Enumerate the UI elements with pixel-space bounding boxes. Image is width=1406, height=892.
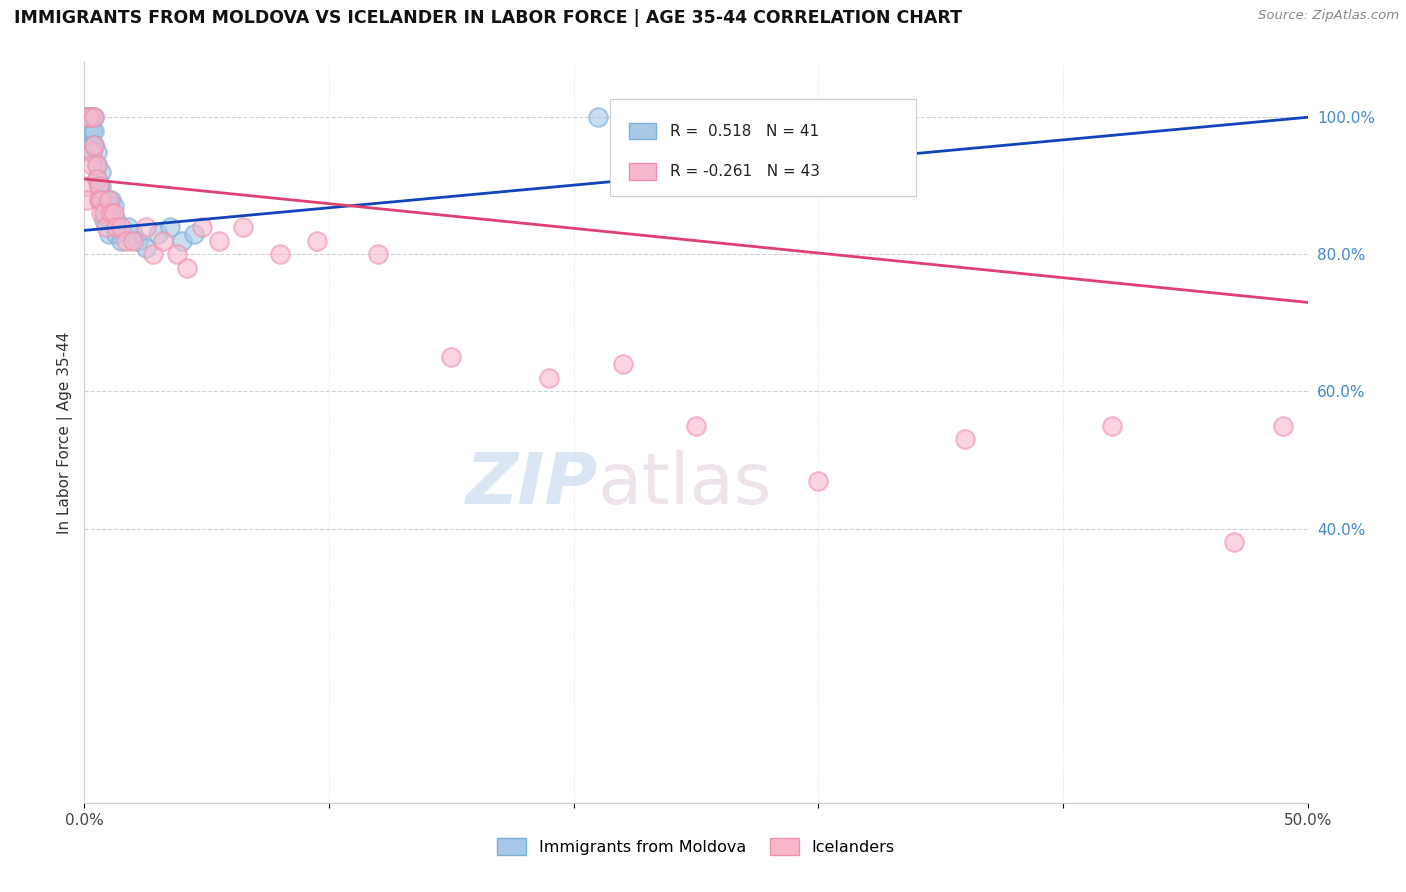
Point: [76, 110, 98, 124]
Point: [183, 227, 205, 241]
Point: [115, 234, 138, 248]
Point: [538, 371, 561, 385]
Point: [77, 110, 100, 124]
Point: [97, 199, 120, 213]
Point: [80, 110, 103, 124]
Point: [90, 165, 112, 179]
Text: IMMIGRANTS FROM MOLDOVA VS ICELANDER IN LABOR FORCE | AGE 35-44 CORRELATION CHAR: IMMIGRANTS FROM MOLDOVA VS ICELANDER IN …: [14, 9, 962, 27]
Y-axis label: In Labor Force | Age 35-44: In Labor Force | Age 35-44: [58, 332, 73, 533]
Point: [305, 234, 328, 248]
Point: [87, 178, 110, 193]
Point: [1272, 418, 1295, 433]
Point: [76, 110, 98, 124]
Point: [100, 193, 122, 207]
Point: [97, 227, 120, 241]
Point: [83, 137, 105, 152]
Point: [86, 158, 108, 172]
Point: [105, 219, 128, 234]
Point: [77, 110, 100, 124]
Point: [76, 193, 98, 207]
Point: [93, 213, 115, 227]
Point: [152, 234, 174, 248]
Point: [90, 178, 112, 193]
Point: [191, 219, 214, 234]
Point: [172, 234, 194, 248]
Point: [83, 137, 105, 152]
Point: [208, 234, 231, 248]
Point: [166, 247, 188, 261]
Point: [953, 433, 976, 447]
Point: [86, 172, 108, 186]
Point: [135, 240, 157, 255]
Point: [269, 247, 291, 261]
Point: [1223, 535, 1246, 549]
Point: [110, 234, 132, 248]
Point: [135, 219, 157, 234]
Point: [90, 193, 112, 207]
Point: [77, 110, 100, 124]
Point: [93, 206, 115, 220]
Point: [122, 227, 145, 241]
Point: [232, 219, 254, 234]
Point: [146, 227, 169, 241]
Point: [122, 234, 145, 248]
Point: [96, 219, 118, 234]
Point: [90, 193, 112, 207]
FancyBboxPatch shape: [610, 99, 917, 195]
Point: [87, 178, 110, 193]
Point: [440, 350, 463, 364]
Point: [86, 145, 108, 159]
Point: [80, 137, 103, 152]
Point: [100, 206, 122, 220]
Point: [142, 247, 165, 261]
Point: [685, 418, 707, 433]
Text: ZIP: ZIP: [465, 450, 598, 519]
Point: [97, 213, 120, 227]
Point: [83, 124, 105, 138]
Text: atlas: atlas: [598, 450, 772, 519]
Point: [586, 110, 609, 124]
Point: [80, 124, 103, 138]
Point: [176, 261, 198, 276]
Point: [807, 474, 830, 488]
Point: [127, 234, 149, 248]
Point: [83, 110, 105, 124]
Point: [83, 110, 105, 124]
Point: [86, 158, 108, 172]
Text: R = -0.261   N = 43: R = -0.261 N = 43: [671, 164, 820, 179]
Point: [159, 219, 181, 234]
Text: R =  0.518   N = 41: R = 0.518 N = 41: [671, 124, 820, 139]
Bar: [628, 163, 655, 180]
Point: [103, 206, 125, 220]
Point: [110, 219, 132, 234]
Point: [734, 110, 756, 124]
Text: Source: ZipAtlas.com: Source: ZipAtlas.com: [1258, 9, 1399, 22]
Point: [1101, 418, 1123, 433]
Point: [97, 193, 120, 207]
Point: [90, 206, 112, 220]
Point: [80, 145, 103, 159]
Point: [117, 219, 139, 234]
Point: [76, 178, 98, 193]
Point: [77, 110, 100, 124]
Bar: [628, 123, 655, 139]
Point: [87, 193, 110, 207]
Point: [80, 145, 103, 159]
Point: [86, 172, 108, 186]
Point: [93, 199, 115, 213]
Point: [103, 199, 125, 213]
Point: [105, 227, 128, 241]
Point: [80, 158, 103, 172]
Point: [612, 357, 634, 371]
Point: [77, 124, 100, 138]
Point: [367, 247, 389, 261]
Legend: Immigrants from Moldova, Icelanders: Immigrants from Moldova, Icelanders: [491, 832, 901, 862]
Point: [96, 193, 118, 207]
Point: [87, 193, 110, 207]
Point: [105, 213, 128, 227]
